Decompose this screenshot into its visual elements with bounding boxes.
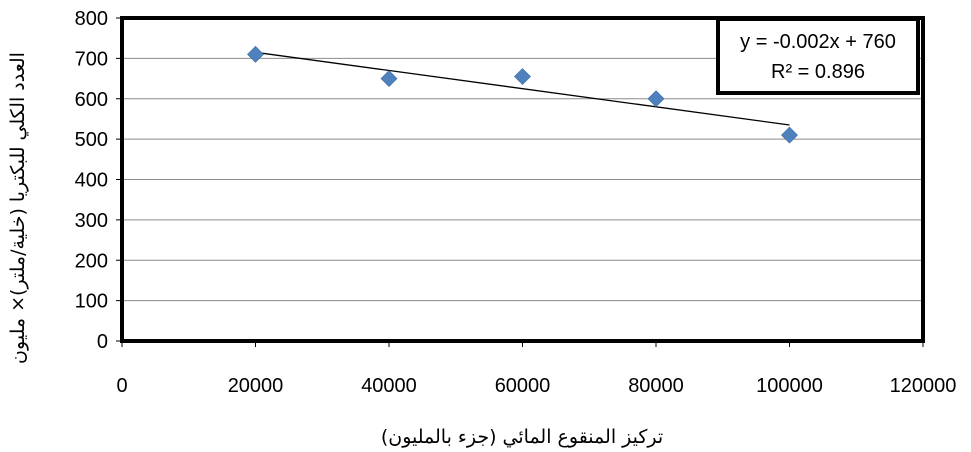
y-tick-label-600: 600 (75, 89, 108, 111)
y-tick-label-0: 0 (97, 331, 108, 353)
equation-box-frame (716, 17, 920, 95)
x-tick-label-40000: 40000 (361, 375, 417, 397)
data-points (247, 45, 798, 144)
y-tick-label-300: 300 (75, 210, 108, 232)
data-point-4 (647, 90, 665, 108)
y-tick-label-200: 200 (75, 250, 108, 272)
y-tick-label-800: 800 (75, 8, 108, 30)
y-tick-label-400: 400 (75, 170, 108, 192)
x-tick-label-0: 0 (116, 375, 127, 397)
x-tick-label-120000: 120000 (890, 375, 957, 397)
y-axis: 0 100 200 300 400 500 600 700 800 (75, 8, 122, 353)
data-point-5 (781, 126, 798, 144)
x-tick-label-20000: 20000 (228, 375, 284, 397)
data-point-3 (514, 68, 531, 85)
y-axis-title: العدد الكلي للبكتريا (خلية/ملتر)× مليون (7, 52, 29, 364)
x-tick-label-80000: 80000 (628, 375, 684, 397)
equation-box: y = -0.002x + 760 R² = 0.896 (716, 17, 920, 95)
x-axis: 0 20000 40000 60000 80000 100000 120000 (116, 341, 956, 397)
trendline (255, 51, 790, 126)
data-point-1 (247, 45, 264, 63)
y-tick-label-100: 100 (75, 291, 108, 313)
trendline-r-squared: R² = 0.896 (771, 61, 865, 83)
x-axis-title: تركيز المنقوع المائي (جزء بالمليون) (381, 426, 663, 448)
trendline-equation: y = -0.002x + 760 (740, 31, 896, 53)
x-tick-label-60000: 60000 (495, 375, 551, 397)
y-tick-label-500: 500 (75, 129, 108, 151)
x-tick-label-100000: 100000 (756, 375, 823, 397)
y-tick-label-700: 700 (75, 48, 108, 70)
data-point-2 (380, 70, 398, 87)
